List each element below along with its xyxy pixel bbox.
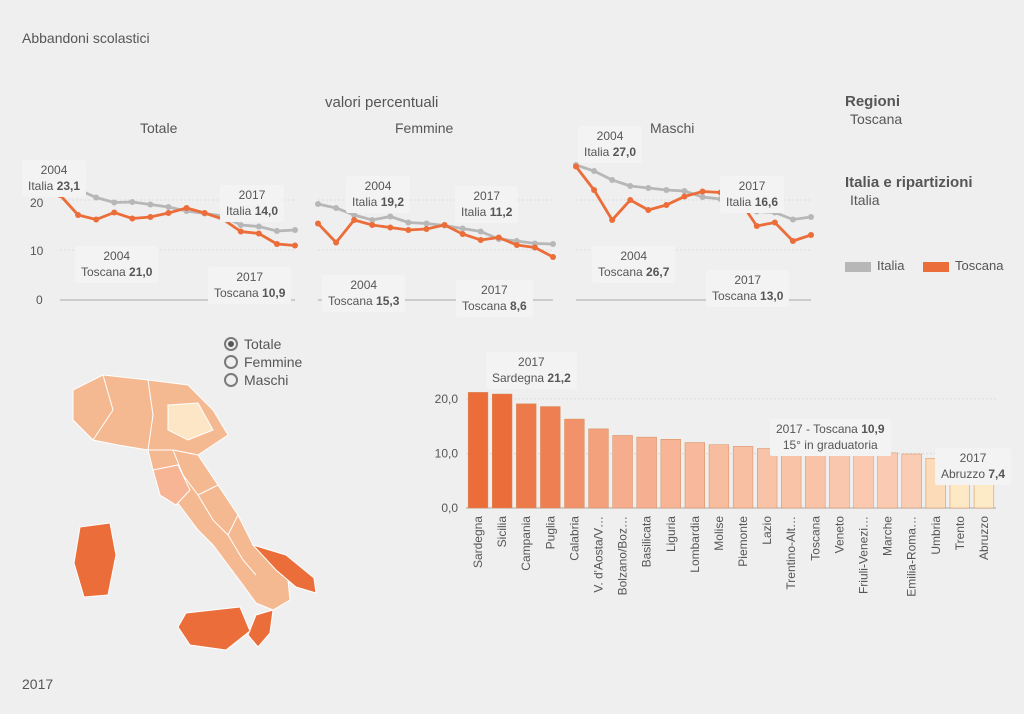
bar-Bolzano/Boz…[interactable]	[613, 435, 633, 508]
bar-Liguria[interactable]	[661, 439, 681, 508]
region-bar-chart: 0,0 10,0 20,0 Sardegna Sicilia Campania Pugli…	[418, 348, 1008, 648]
legend-toscana: Toscana	[923, 258, 1003, 273]
ann-maschi-italia-end: 2017 Italia 16,6	[720, 176, 784, 213]
bar-Piemonte[interactable]	[733, 446, 753, 508]
svg-text:Bolzano/Boz…: Bolzano/Boz…	[616, 516, 630, 595]
bar-Lazio[interactable]	[757, 449, 777, 508]
ann-femmine-italia-end: 2017 Italia 11,2	[455, 186, 518, 223]
bar-Molise[interactable]	[709, 445, 729, 508]
svg-text:Piemonte: Piemonte	[736, 516, 750, 567]
svg-text:Campania: Campania	[519, 516, 533, 571]
ann-femmine-toscana-start: 2004 Toscana 15,3	[322, 275, 405, 312]
bar-ann-last: 2017 Abruzzo 7,4	[935, 448, 1011, 485]
footer-year: 2017	[22, 676, 53, 692]
bar-Emilia-Roma…[interactable]	[902, 454, 922, 508]
bar-Basilicata[interactable]	[637, 437, 657, 508]
ann-totale-italia-start: 2004 Italia 23,1	[22, 160, 86, 197]
side-sub-italia: Italia	[850, 192, 880, 208]
italy-map[interactable]	[18, 355, 338, 655]
svg-text:Trento: Trento	[953, 516, 967, 551]
side-heading-italia-rip: Italia e ripartizioni	[845, 174, 973, 191]
ytick-0: 0	[36, 293, 43, 307]
side-sub-toscana: Toscana	[850, 111, 902, 127]
bar-ann-top: 2017 Sardegna 21,2	[486, 352, 577, 389]
bar-Puglia[interactable]	[540, 407, 560, 508]
svg-text:Molise: Molise	[712, 516, 726, 551]
bar-Trentino-Alt…[interactable]	[781, 449, 801, 508]
side-heading-regioni: Regioni	[845, 93, 900, 110]
bar-Lombardia[interactable]	[685, 443, 705, 508]
legend-swatch-italia	[845, 262, 871, 272]
svg-text:Emilia-Roma…: Emilia-Roma…	[905, 516, 919, 597]
ytick-10: 10	[30, 244, 43, 258]
svg-text:Puglia: Puglia	[543, 516, 557, 550]
svg-text:Lazio: Lazio	[760, 516, 774, 545]
ann-totale-italia-end: 2017 Italia 14,0	[220, 185, 284, 222]
ann-totale-toscana-end: 2017 Toscana 10,9	[208, 267, 291, 304]
svg-text:Friuli-Venezi…: Friuli-Venezi…	[857, 516, 871, 594]
svg-text:Calabria: Calabria	[567, 516, 581, 561]
bar-Marche[interactable]	[878, 453, 898, 508]
svg-text:Liguria: Liguria	[664, 516, 678, 552]
svg-text:Lombardia: Lombardia	[688, 516, 702, 573]
ann-totale-toscana-start: 2004 Toscana 21,0	[75, 246, 158, 283]
svg-text:Abruzzo: Abruzzo	[977, 516, 991, 560]
radio-totale[interactable]: Totale	[224, 336, 302, 352]
ann-maschi-italia-start: 2004 Italia 27,0	[578, 126, 642, 163]
page-title: Abbandoni scolastici	[22, 30, 150, 46]
svg-text:Toscana: Toscana	[808, 516, 822, 561]
svg-text:Veneto: Veneto	[832, 516, 846, 554]
legend-italia: Italia	[845, 258, 904, 273]
bar-Sicilia[interactable]	[492, 394, 512, 508]
ann-femmine-italia-start: 2004 Italia 19,2	[346, 176, 410, 213]
svg-text:Marche: Marche	[881, 516, 895, 556]
radio-label-totale: Totale	[244, 336, 281, 352]
svg-text:0,0: 0,0	[441, 501, 458, 515]
bar-Veneto[interactable]	[830, 451, 850, 508]
svg-text:10,0: 10,0	[435, 446, 459, 460]
svg-text:Umbria: Umbria	[929, 516, 943, 555]
line-chart-title: valori percentuali	[325, 94, 438, 111]
legend-swatch-toscana	[923, 262, 949, 272]
svg-text:V. d'Aosta/V…: V. d'Aosta/V…	[592, 516, 606, 593]
bar-Toscana[interactable]	[805, 449, 825, 508]
bar-Friuli-Venezi…[interactable]	[854, 452, 874, 508]
svg-text:Basilicata: Basilicata	[640, 516, 654, 568]
bar-Campania[interactable]	[516, 404, 536, 508]
bar-Calabria[interactable]	[565, 419, 585, 508]
bar-ann-mid: 2017 - Toscana 10,9 15° in graduatoria	[770, 419, 891, 456]
svg-text:20,0: 20,0	[435, 392, 459, 406]
ann-maschi-toscana-end: 2017 Toscana 13,0	[706, 270, 789, 307]
svg-text:Sicilia: Sicilia	[495, 516, 509, 548]
svg-text:Trentino-Alt…: Trentino-Alt…	[784, 516, 798, 590]
ann-maschi-toscana-start: 2004 Toscana 26,7	[592, 246, 675, 283]
ann-femmine-toscana-end: 2017 Toscana 8,6	[456, 280, 533, 317]
radio-icon	[224, 337, 238, 351]
bar-V. d'Aosta/V…[interactable]	[589, 429, 609, 508]
svg-text:Sardegna: Sardegna	[471, 516, 485, 568]
ytick-20: 20	[30, 196, 43, 210]
bar-Sardegna[interactable]	[468, 392, 488, 508]
